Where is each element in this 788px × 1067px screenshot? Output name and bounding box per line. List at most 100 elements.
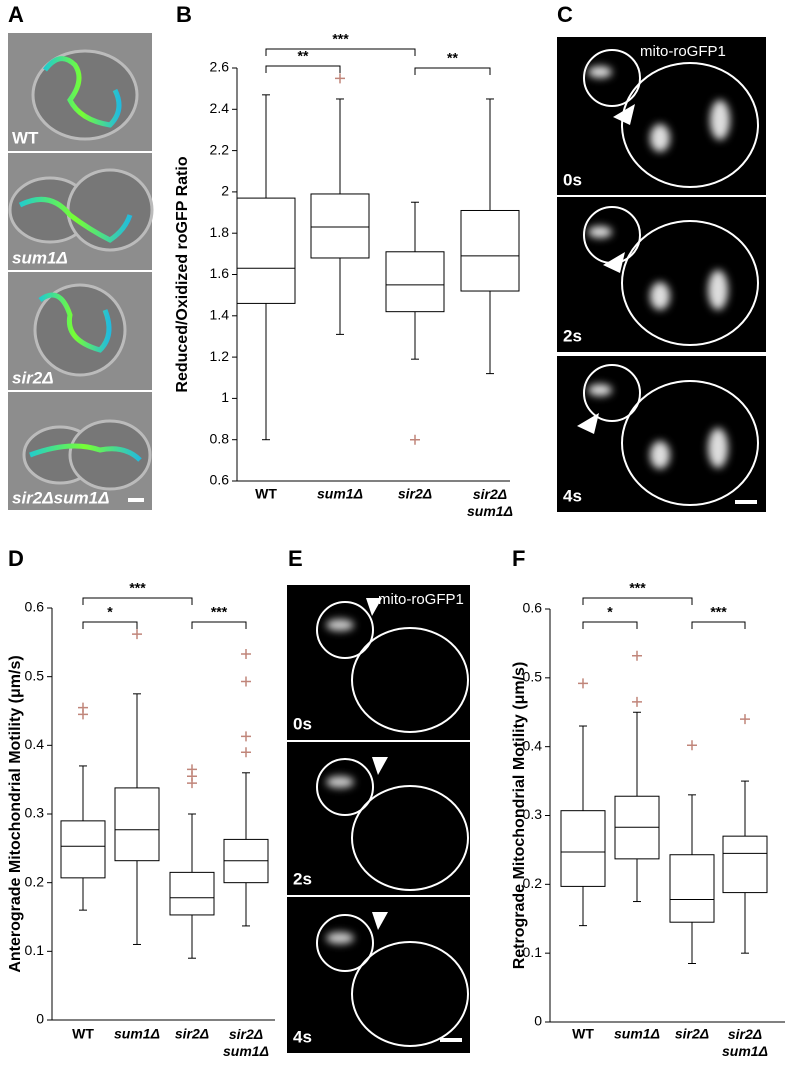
y-tick-label: 1.6 [210,265,230,281]
outlier [132,629,142,640]
x-tick-label: WT [72,1026,94,1042]
y-tick-label: 2 [221,183,229,199]
image-label: WT [12,128,39,147]
y-tick-label: 0.4 [25,736,45,752]
significance-bracket [691,621,746,629]
significance-bracket [191,621,247,629]
outlier [335,73,345,84]
box [310,193,370,259]
significance-label: *** [129,580,146,596]
box [114,787,160,862]
y-tick-label: 0.6 [523,600,543,616]
y-tick-label: 0.4 [523,737,543,753]
box [560,810,606,887]
y-tick-label: 0 [36,1011,44,1027]
y-axis-label: Anterograde Mitochondrial Motility (μm/s… [7,655,24,972]
box [460,209,520,292]
outlier [241,731,251,742]
panel-letter: A [8,2,24,27]
significance-bracket [414,67,491,75]
y-tick-label: 0.6 [210,472,230,488]
x-tick-label: WT [255,486,277,502]
panel-c-images [557,37,766,512]
y-tick-label: 2.6 [210,59,230,75]
x-tick-label: sum1Δ [614,1026,660,1042]
time-label: 0s [293,714,312,733]
y-tick-label: 0.2 [25,873,45,889]
panel-letter: B [176,2,192,27]
significance-bracket [582,597,693,605]
time-label: 4s [563,486,582,505]
box [669,854,715,923]
time-label: 2s [563,326,582,345]
image-caption: mito-roGFP1 [640,43,726,60]
y-tick-label: 0.5 [523,669,543,685]
outlier [632,650,642,661]
outlier [241,747,251,758]
image-caption: mito-roGFP1 [378,591,464,608]
y-tick-label: 0.3 [523,806,543,822]
outlier [410,434,420,445]
significance-label: *** [710,604,727,620]
y-axis-label: Reduced/Oxidized roGFP Ratio [174,156,191,392]
panel-a-images [8,33,154,510]
y-tick-label: 0.8 [210,430,230,446]
y-axis-label: Retrograde Mitochondrial Motility (μm/s) [511,662,528,970]
time-label: 2s [293,869,312,888]
box [169,871,215,916]
significance-label: *** [629,580,646,596]
y-tick-label: 0 [534,1013,542,1029]
panel-e-images [287,585,470,1053]
significance-label: ** [298,48,309,64]
significance-label: * [107,604,113,620]
outlier [241,649,251,660]
x-tick-label: sir2Δ [175,1026,209,1042]
y-tick-label: 1 [221,389,229,405]
significance-bracket [265,48,416,56]
y-tick-label: 0.5 [25,667,45,683]
outlier [632,696,642,707]
box [385,251,445,313]
outlier [740,714,750,725]
y-tick-label: 2.4 [210,100,230,116]
significance-label: ** [447,50,458,66]
significance-bracket [82,597,193,605]
outlier [187,764,197,775]
image-label: sir2Δ [12,368,54,387]
box [236,197,296,304]
y-tick-label: 0.1 [523,944,543,960]
y-tick-label: 0.2 [523,875,543,891]
x-tick-label: WT [572,1026,594,1042]
outlier [241,676,251,687]
y-tick-label: 0.6 [25,599,45,615]
panel-letter: F [512,546,525,571]
significance-label: *** [211,604,228,620]
x-tick-label: sir2Δ sum1Δ [223,1026,269,1059]
x-tick-label: sir2Δ sum1Δ [722,1026,768,1059]
outlier [78,702,88,713]
x-tick-label: sum1Δ [317,486,363,502]
x-tick-label: sir2Δ sum1Δ [467,486,513,519]
outlier [687,740,697,751]
significance-label: *** [332,31,349,47]
significance-bracket [582,621,638,629]
panel-letter: E [288,546,303,571]
image-label: sum1Δ [12,248,68,267]
box [722,835,768,894]
x-tick-label: sum1Δ [114,1026,160,1042]
y-tick-label: 1.8 [210,224,230,240]
x-tick-label: sir2Δ [398,486,432,502]
y-tick-label: 1.4 [210,307,230,323]
significance-label: * [607,604,613,620]
y-tick-label: 0.1 [25,942,45,958]
significance-bracket [82,621,138,629]
box [60,820,106,879]
outlier [578,678,588,689]
x-tick-label: sir2Δ [675,1026,709,1042]
image-label: sir2Δsum1Δ [12,488,109,507]
panel-letter: C [557,2,573,27]
significance-bracket [265,65,341,73]
time-label: 0s [563,170,582,189]
panel-letter: D [8,546,24,571]
